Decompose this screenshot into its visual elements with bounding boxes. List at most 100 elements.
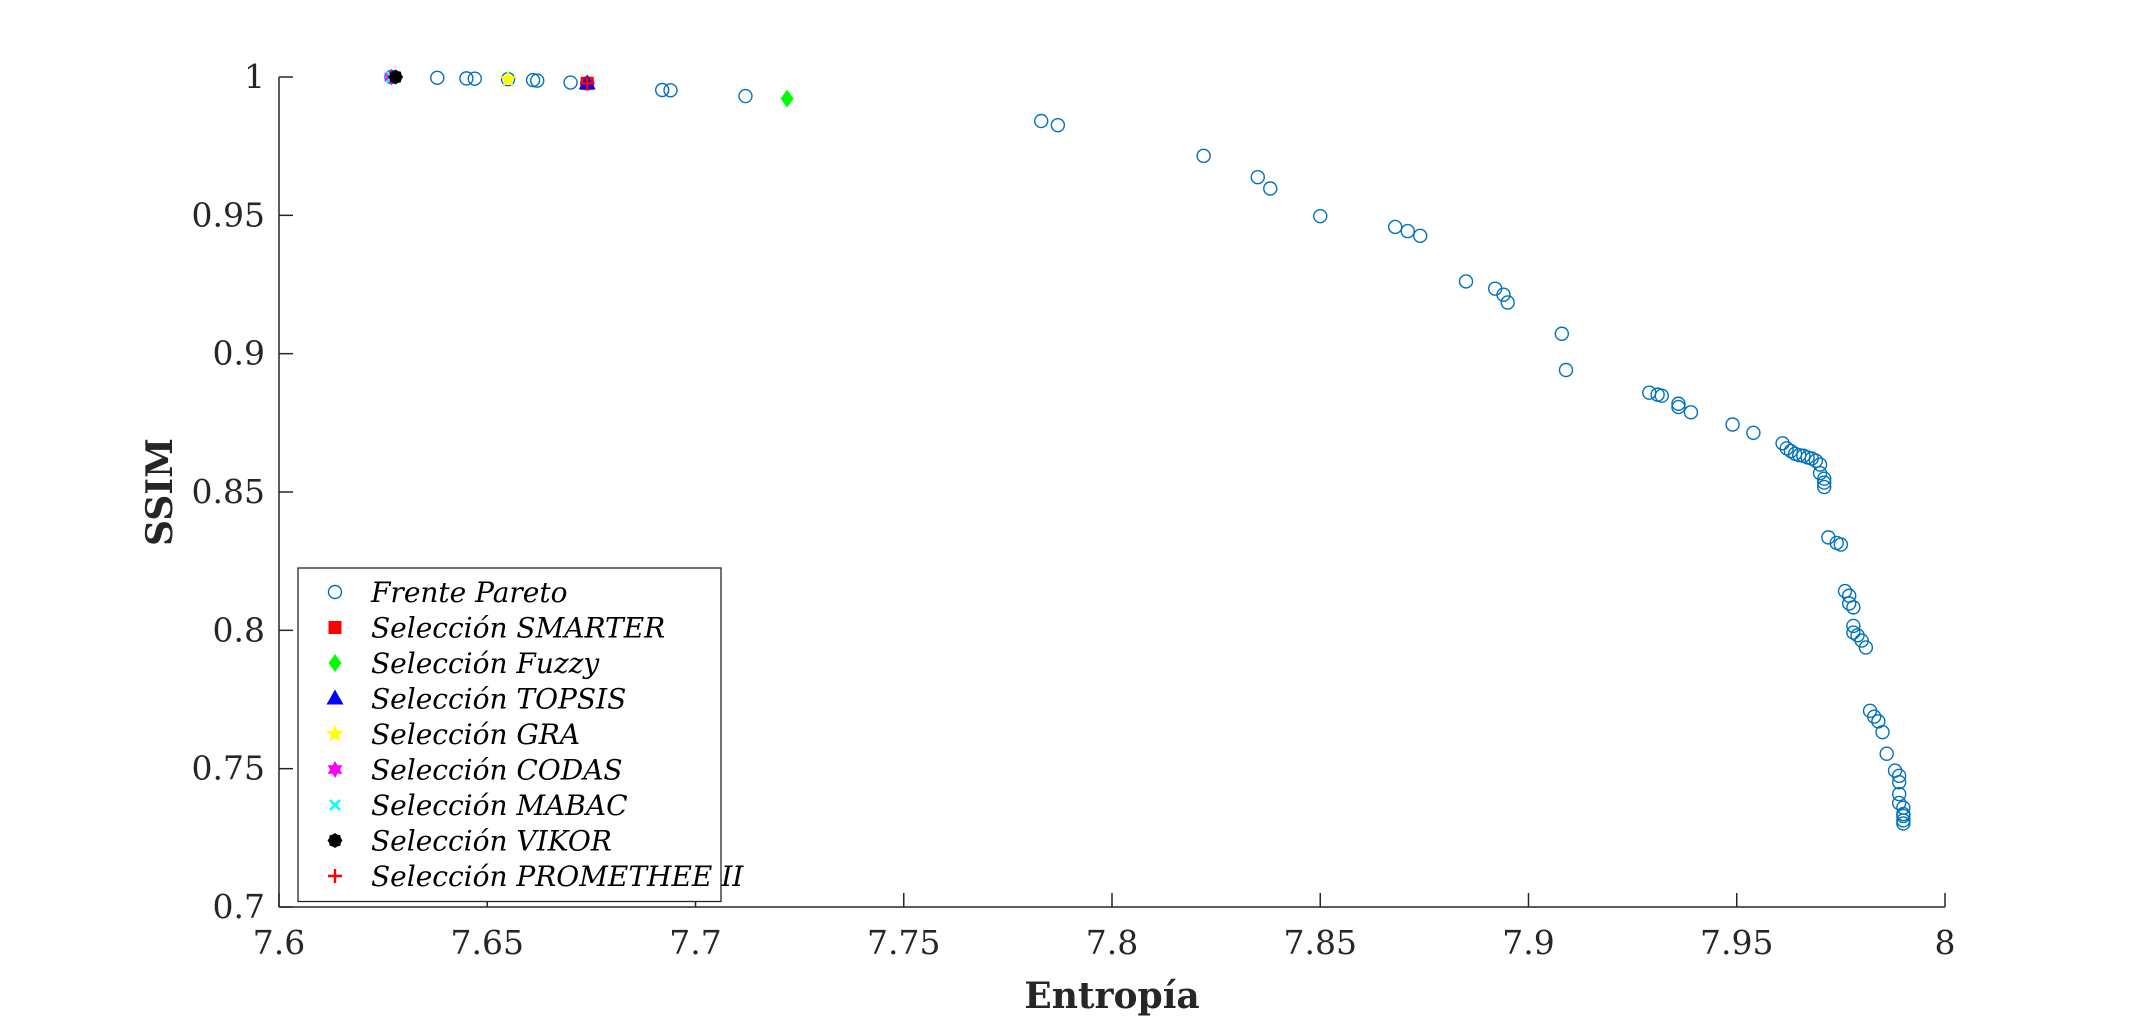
pareto-point [738, 88, 753, 104]
pareto-point [1808, 453, 1824, 468]
pareto-point [1642, 385, 1657, 400]
pareto-point [1413, 228, 1428, 244]
data-points [384, 68, 1911, 831]
legend-entry: Selección MABAC [371, 789, 628, 822]
pareto-point [1896, 816, 1911, 831]
selection-point [499, 69, 518, 87]
pareto-point [1725, 417, 1740, 432]
series-7 [388, 69, 404, 85]
pareto-point [1554, 326, 1570, 341]
pareto-point [530, 73, 545, 88]
pareto-point [1654, 388, 1669, 403]
y-axis-title: SSIM [139, 438, 181, 546]
pareto-point [1846, 618, 1861, 634]
pareto-point [1250, 169, 1265, 185]
axes: 7.6 7.65 7.7 7.75 7.8 7.85 7.9 7.95 8 0.7 0.75 0.8 0… [192, 57, 1956, 962]
legend-entry: Frente Pareto [370, 576, 567, 609]
pareto-point [1496, 287, 1511, 302]
legend-marker [329, 799, 341, 811]
pareto-point [1866, 709, 1882, 724]
x-axis-title: Entropía [1024, 975, 1199, 1017]
pareto-point [1458, 274, 1474, 289]
pareto-point [1812, 457, 1828, 472]
pareto-point [1746, 425, 1761, 440]
legend-box [297, 567, 722, 903]
pareto-point [654, 82, 670, 98]
legend-marker [328, 869, 342, 883]
pareto-point [1313, 208, 1328, 224]
pareto-point [1891, 775, 1907, 790]
pareto-point [1033, 113, 1049, 129]
pareto-point [459, 71, 474, 86]
pareto-point [1891, 768, 1907, 784]
pareto-point [663, 83, 678, 98]
pareto-point [1817, 479, 1832, 495]
y-tick-label: 0.85 [192, 472, 265, 511]
y-tick-label: 0.95 [192, 195, 265, 234]
pareto-point [1850, 628, 1865, 643]
pareto-point [1842, 596, 1857, 611]
legend-marker [327, 833, 343, 848]
pareto-point [563, 75, 578, 90]
y-tick-label: 0.7 [213, 887, 265, 926]
pareto-point [1263, 181, 1278, 196]
legend-entry: Selección GRA [371, 718, 580, 751]
legend-marker [326, 689, 344, 705]
x-tick-label: 7.85 [1284, 923, 1357, 962]
legend-entry: Selección SMARTER [371, 612, 665, 645]
pareto-point [1671, 399, 1686, 415]
series-2 [780, 89, 794, 108]
y-tick-label: 0.75 [192, 749, 265, 788]
pareto-point [430, 70, 445, 86]
selection-point [580, 76, 595, 91]
x-tick-label: 8 [1935, 923, 1956, 962]
pareto-point [1846, 625, 1861, 640]
legend-entry: Selección PROMETHEE II [371, 860, 744, 893]
pareto-point [1775, 436, 1790, 451]
pareto-point [1846, 600, 1861, 615]
x-tick-label: 7.8 [1086, 923, 1138, 962]
pareto-point [1050, 117, 1066, 133]
pareto-point [467, 71, 482, 86]
x-tick-label: 7.7 [669, 923, 721, 962]
legend-entry: Selección CODAS [371, 754, 623, 787]
pareto-point [1783, 443, 1799, 459]
selection-point [780, 89, 794, 108]
pareto-point [1837, 583, 1853, 599]
legend-marker [328, 621, 342, 634]
x-tick-label: 7.75 [867, 923, 940, 962]
pareto-point [1858, 640, 1874, 655]
pareto-point [1558, 362, 1574, 378]
pareto-point [1879, 746, 1894, 761]
pareto-point [1896, 808, 1911, 824]
pareto-point [1388, 219, 1403, 235]
legend-marker [325, 724, 345, 742]
x-tick-label: 7.65 [451, 923, 524, 962]
pareto-point [1875, 724, 1890, 740]
pareto-point [1854, 633, 1869, 648]
y-tick-label: 1 [244, 57, 265, 96]
legend-entry: Selección Fuzzy [371, 647, 600, 680]
legend-marker [328, 654, 342, 672]
pareto-point [1833, 537, 1849, 552]
pareto-point [1817, 475, 1832, 490]
legend-entry: Selección VIKOR [371, 825, 612, 858]
series-4 [499, 69, 518, 87]
legend-marker [327, 761, 343, 778]
y-tick-label: 0.8 [213, 610, 265, 649]
pareto-point [1671, 396, 1686, 411]
series-8 [580, 76, 595, 91]
pareto-point [1891, 786, 1907, 802]
x-tick-label: 7.9 [1502, 923, 1554, 962]
x-tick-label: 7.95 [1700, 923, 1773, 962]
pareto-point [1196, 148, 1211, 164]
legend-marker [327, 584, 343, 600]
y-tick-label: 0.9 [213, 334, 265, 373]
pareto-point [1500, 295, 1515, 310]
x-tick-label: 7.6 [253, 923, 305, 962]
pareto-point [1683, 405, 1699, 420]
pareto-point [525, 72, 541, 88]
pareto-point [1400, 223, 1415, 239]
